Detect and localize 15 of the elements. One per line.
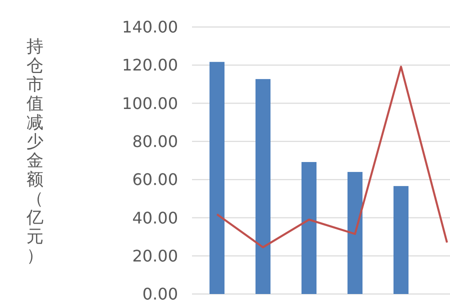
y-tick-label: 0.00	[142, 284, 178, 300]
bar	[394, 186, 408, 294]
bar	[348, 172, 362, 294]
y-tick-label: 20.00	[132, 246, 178, 266]
bar	[302, 162, 316, 294]
y-tick-label: 100.00	[122, 94, 178, 113]
y-tick-label: 80.00	[132, 132, 178, 152]
y-tick-label: 60.00	[132, 170, 178, 190]
bar	[210, 62, 224, 294]
line-series	[216, 66, 448, 248]
text: 持仓市值减少金额（亿元）	[26, 37, 44, 266]
y-tick-label: 40.00	[132, 208, 178, 228]
y-tick-label: 140.00	[122, 18, 178, 37]
bar	[256, 79, 270, 294]
y-tick-label: 120.00	[122, 56, 178, 75]
